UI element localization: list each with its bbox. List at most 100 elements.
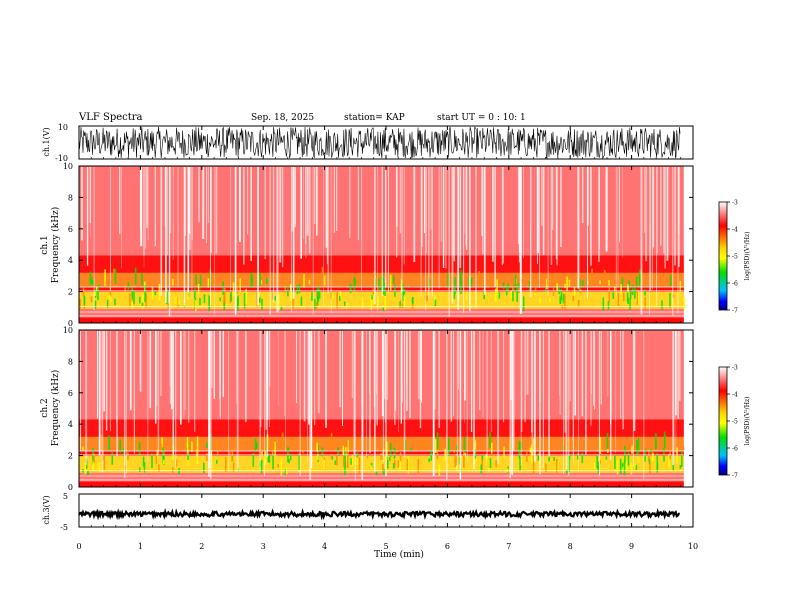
spectrogram-streak [400,331,402,424]
spectrogram-speckle [254,438,257,452]
spectrogram-streak [191,167,193,300]
spectrogram-streak [605,167,608,252]
spectrogram-streak [105,331,108,431]
spectrogram-speckle [318,289,321,299]
colorbar-tick-label: -5 [732,419,738,426]
spectrogram-speckle [151,287,154,300]
spectrogram-streak [610,331,612,425]
spectrogram-streak [250,167,252,261]
spectrogram-speckle [636,289,639,305]
spectrogram-speckle [151,453,153,469]
spectrogram-speckle [265,451,267,465]
spectrogram-speckle [387,459,389,469]
spectrogram-streak [519,167,521,253]
spectrogram-streak [386,331,388,400]
spectrogram-streak [497,331,498,463]
spectrogram-speckle [564,293,566,309]
spectrogram-speckle [361,297,364,309]
spectrogram-speckle [397,460,400,468]
spectrogram-speckle [481,458,483,472]
spectrogram-speckle [489,458,492,468]
ch1-ytick-bottom: -10 [55,154,68,163]
spectrogram-speckle [79,299,81,310]
spectrogram-speckle [155,454,158,464]
spectrogram-speckle [191,441,193,453]
spectrogram-speckle [92,448,94,466]
spectrogram-speckle [199,298,201,306]
spectrogram-streak [466,167,468,250]
spectrogram-streak [291,167,292,313]
spectrogram-streak [456,331,458,472]
spectrogram-streak [463,167,465,313]
colorbar-tick-label: -3 [732,365,738,372]
spectrogram-speckle [337,447,339,457]
colorbar-scale [718,201,728,311]
spectrogram-streak [512,331,515,451]
spectrogram-speckle [488,468,490,472]
spectrogram-streak [369,331,371,454]
spectrogram-speckle [172,467,174,473]
spectrogram-streak [678,167,680,267]
spectrogram-streak [305,167,307,245]
spectrogram-speckle [175,459,178,467]
spectrogram-speckle [258,292,261,298]
spectrogram-streak [479,331,481,410]
spectrogram-speckle [252,453,255,467]
spectrogram-streak [510,331,512,401]
spectrogram-speckle [672,294,675,299]
spectrogram-streak [503,331,505,423]
spectrogram-speckle [347,440,350,453]
xtick-label: 0 [76,542,81,551]
spectrogram-speckle [103,456,106,471]
spectrogram-streak [620,331,622,419]
spectrogram-speckle [108,435,110,449]
spectrogram-speckle [216,459,218,464]
spectrogram-speckle [454,277,456,295]
spectrogram-streak [568,331,570,476]
spectrogram-speckle [84,462,87,475]
spectrogram-streak [632,331,634,467]
spectrogram-speckle [321,447,324,457]
spectrogram-speckle [548,456,550,462]
spectrogram-speckle [606,433,609,450]
spectrogram-speckle [321,266,324,284]
spectrogram-speckle [278,294,280,311]
spectrogram-speckle [139,296,141,304]
spectrogram-streak [650,167,652,291]
spectrogram-speckle [570,441,572,449]
colorbar-label: log(PSD)(V²/Hz) [744,232,751,281]
spectrogram-streak [180,331,182,425]
spectrogram-speckle [560,289,563,301]
spectrogram-speckle [605,456,608,460]
spectrogram-streak [526,331,529,395]
xtick-label: 9 [629,542,634,551]
spectrogram-speckle [239,278,241,293]
spectrogram-speckle [663,431,666,449]
spectrogram-speckle [549,297,551,303]
spectrogram-speckle [346,452,349,469]
spectrogram-streak [116,331,118,457]
spectrogram-speckle [503,446,505,459]
ch2-colorbar: -3 -4 -5 -6 -7 log(PSD)(V²/Hz) [718,365,751,480]
spectrogram-speckle [557,461,559,473]
spectrogram-streak [382,331,384,462]
spectrogram-streak [442,167,445,268]
spectrogram-streak [523,167,524,259]
spectrogram-streak [430,167,432,230]
spectrogram-streak [419,331,422,429]
ytick-label: 4 [68,256,73,265]
spectrogram-streak [366,331,367,459]
colorbar-tick-label: -5 [732,254,738,261]
spectrogram-streak [140,167,143,247]
spectrogram-speckle [196,452,199,464]
spectrogram-streak [129,331,132,411]
spectrogram-streak [146,167,148,228]
ytick-label: 8 [68,193,73,202]
spectrogram-streak [210,167,211,307]
spectrogram-speckle [162,459,165,465]
spectrogram-speckle [232,282,235,297]
spectrogram-speckle [230,292,232,302]
spectrogram-speckle [317,445,319,462]
spectrogram-streak [547,167,549,296]
spectrogram-speckle [142,456,145,467]
